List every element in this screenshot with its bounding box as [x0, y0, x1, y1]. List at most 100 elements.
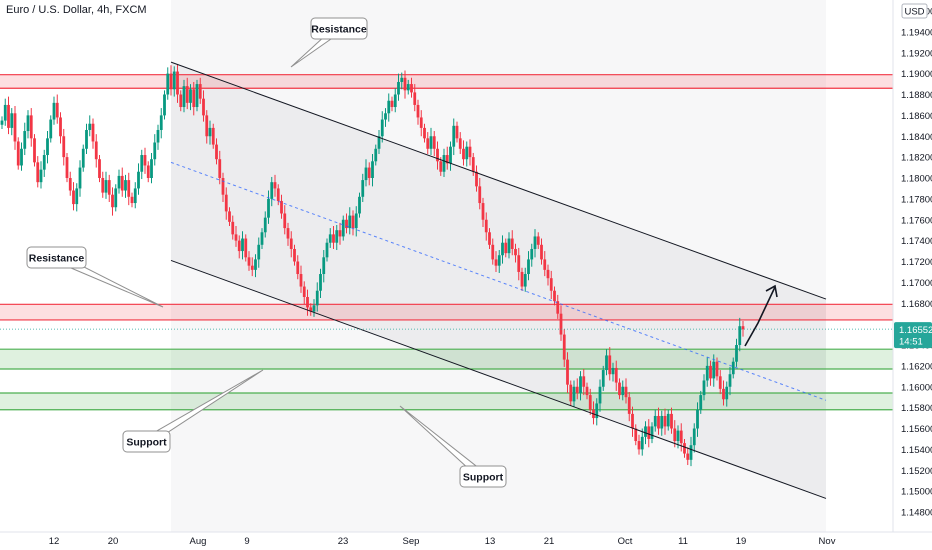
currency-badge: [901, 3, 928, 19]
x-tick-label: 13: [485, 536, 496, 547]
candle-body: [465, 146, 469, 160]
price-tag-value: 1.16552: [899, 325, 932, 336]
candle-body: [267, 198, 270, 218]
candle-body: [510, 238, 514, 249]
candle-body: [10, 113, 14, 128]
candle-body: [20, 148, 23, 166]
candle-body: [650, 426, 654, 439]
x-tick-label: 21: [544, 536, 555, 547]
candle-body: [679, 430, 683, 444]
candle-body: [608, 355, 612, 375]
candle-body: [280, 200, 283, 214]
x-tick-label: Nov: [819, 536, 836, 547]
candle-body: [315, 290, 319, 306]
candle-body: [182, 86, 186, 108]
resistance-zone-1: [0, 304, 893, 320]
candle-body: [598, 386, 602, 404]
candle-body: [588, 395, 592, 410]
candle-body: [52, 102, 56, 120]
candle-body: [614, 367, 618, 383]
candles-group: [0, 64, 745, 467]
y-tick-label: 1.17800: [901, 194, 932, 205]
candle-body: [341, 219, 345, 237]
candle-body: [335, 230, 339, 243]
candle-body: [731, 361, 735, 375]
candle-body: [289, 238, 293, 249]
candle-body: [358, 196, 361, 214]
candle-body: [163, 94, 166, 116]
candle-body: [429, 136, 433, 149]
candle-body: [81, 148, 85, 168]
candle-body: [169, 73, 173, 90]
candle-body: [23, 131, 27, 149]
candle-body: [543, 259, 547, 270]
y-tick-label: 1.17600: [901, 215, 932, 226]
candle-body: [504, 242, 508, 254]
candle-body: [634, 428, 638, 442]
candle-body: [507, 238, 511, 254]
candle-body: [523, 274, 527, 287]
candle-body: [351, 215, 355, 229]
candle-body: [72, 190, 75, 205]
candle-body: [101, 178, 105, 193]
candle-body: [413, 92, 417, 105]
candle-body: [689, 445, 693, 460]
candle-body: [367, 167, 371, 178]
candle-body: [653, 415, 657, 427]
candle-body: [309, 307, 313, 312]
candle-body: [556, 301, 560, 314]
candle-body: [390, 100, 394, 108]
candle-body: [397, 81, 400, 95]
x-tick-label: Aug: [190, 536, 207, 547]
candle-body: [306, 296, 309, 308]
candle-body: [484, 219, 488, 233]
candle-body: [432, 136, 436, 149]
candle-body: [364, 167, 368, 181]
candle-body: [146, 165, 150, 178]
candle-body: [250, 265, 254, 270]
channel-mid-line: [170, 161, 827, 401]
price-axis: [893, 0, 932, 550]
candle-body: [192, 89, 196, 108]
candle-body: [166, 73, 170, 95]
candle-body: [189, 89, 192, 103]
channel-lower-line: [170, 259, 827, 499]
candle-body: [91, 123, 95, 142]
candle-body: [202, 98, 205, 116]
candle-body: [120, 175, 124, 191]
candle-body: [673, 428, 677, 442]
callout-box: [459, 465, 507, 488]
candle-body: [42, 155, 46, 170]
projection-arrow: [744, 286, 776, 347]
candle-body: [712, 361, 716, 379]
candle-body: [26, 115, 30, 132]
candle-body: [660, 415, 664, 429]
candle-body: [55, 102, 59, 118]
x-tick-label: 11: [678, 536, 688, 547]
y-tick-label: 1.16000: [901, 382, 932, 393]
y-tick-label: 1.15800: [901, 403, 932, 414]
candle-body: [127, 180, 131, 197]
candle-body: [205, 115, 209, 137]
candle-body: [319, 274, 322, 291]
y-tick-label: 1.17400: [901, 236, 932, 247]
candle-body: [657, 415, 660, 429]
candle-body: [257, 244, 261, 260]
candle-body: [403, 77, 407, 91]
candle-body: [273, 182, 277, 189]
candle-body: [293, 248, 296, 262]
candle-body: [263, 217, 267, 233]
candle-body: [224, 194, 228, 212]
candle-body: [549, 278, 553, 291]
candle-body: [228, 211, 231, 222]
candle-body: [172, 71, 176, 90]
candle-body: [488, 232, 491, 245]
x-tick-label: 20: [108, 536, 119, 547]
candle-body: [725, 386, 729, 400]
candle-body: [98, 159, 101, 178]
y-tick-label: 1.15200: [901, 466, 932, 477]
candle-body: [400, 77, 404, 82]
candle-body: [471, 157, 475, 172]
candle-body: [481, 203, 485, 220]
